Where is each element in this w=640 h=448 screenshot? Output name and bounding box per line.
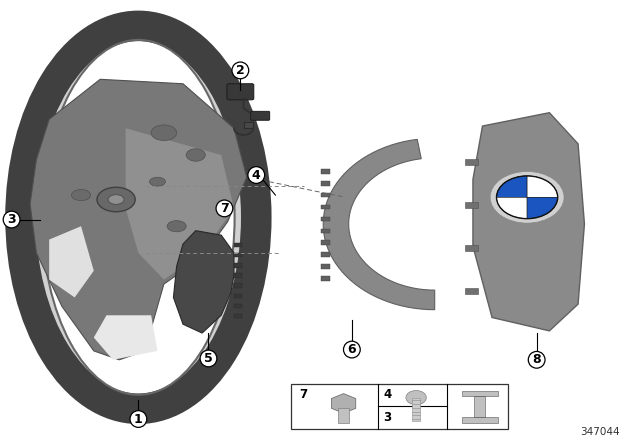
Wedge shape bbox=[527, 176, 557, 197]
Bar bbox=[321, 169, 330, 174]
Text: 3: 3 bbox=[383, 411, 391, 424]
Polygon shape bbox=[463, 391, 497, 422]
Bar bbox=[321, 252, 330, 257]
Ellipse shape bbox=[167, 221, 186, 232]
Bar bbox=[234, 293, 242, 298]
Bar bbox=[234, 284, 242, 288]
Polygon shape bbox=[332, 394, 356, 413]
Text: 4: 4 bbox=[252, 168, 260, 181]
Bar bbox=[465, 245, 478, 251]
Polygon shape bbox=[173, 231, 234, 333]
Bar bbox=[465, 288, 478, 294]
Bar bbox=[234, 273, 242, 278]
Polygon shape bbox=[473, 113, 584, 331]
FancyBboxPatch shape bbox=[227, 84, 253, 100]
Ellipse shape bbox=[150, 177, 166, 186]
Bar bbox=[465, 159, 478, 165]
Ellipse shape bbox=[151, 125, 177, 141]
Polygon shape bbox=[244, 121, 253, 128]
Polygon shape bbox=[125, 128, 234, 280]
Bar bbox=[234, 263, 242, 267]
Circle shape bbox=[406, 391, 426, 405]
Bar bbox=[321, 217, 330, 221]
Text: 6: 6 bbox=[348, 343, 356, 356]
Bar bbox=[234, 243, 242, 247]
FancyBboxPatch shape bbox=[250, 112, 269, 120]
Wedge shape bbox=[527, 197, 557, 219]
Text: 1: 1 bbox=[134, 413, 143, 426]
Bar bbox=[321, 228, 330, 233]
Bar bbox=[321, 241, 330, 245]
Text: 4: 4 bbox=[383, 388, 391, 401]
Ellipse shape bbox=[43, 40, 234, 394]
Circle shape bbox=[490, 172, 564, 223]
Ellipse shape bbox=[20, 26, 256, 409]
Polygon shape bbox=[30, 79, 246, 360]
Wedge shape bbox=[497, 176, 527, 197]
Bar bbox=[339, 408, 349, 423]
Ellipse shape bbox=[72, 190, 91, 201]
Ellipse shape bbox=[97, 187, 135, 212]
Text: 3: 3 bbox=[7, 213, 16, 226]
Polygon shape bbox=[323, 139, 435, 310]
Text: 2: 2 bbox=[236, 64, 244, 77]
Bar bbox=[234, 314, 242, 319]
Wedge shape bbox=[497, 197, 527, 219]
Text: 8: 8 bbox=[532, 353, 541, 366]
Ellipse shape bbox=[108, 194, 124, 204]
Bar bbox=[234, 253, 242, 257]
Bar bbox=[321, 276, 330, 280]
Bar bbox=[321, 205, 330, 209]
Bar bbox=[412, 398, 420, 421]
Bar bbox=[465, 202, 478, 208]
Bar bbox=[321, 264, 330, 269]
Ellipse shape bbox=[186, 149, 205, 161]
Bar bbox=[291, 384, 508, 429]
Bar bbox=[321, 181, 330, 185]
Polygon shape bbox=[49, 226, 94, 297]
Text: 347044: 347044 bbox=[580, 427, 620, 437]
Bar bbox=[321, 193, 330, 198]
Polygon shape bbox=[94, 315, 157, 360]
Text: 7: 7 bbox=[220, 202, 228, 215]
Text: 7: 7 bbox=[299, 388, 307, 401]
Text: 5: 5 bbox=[204, 352, 213, 365]
Bar bbox=[234, 304, 242, 308]
